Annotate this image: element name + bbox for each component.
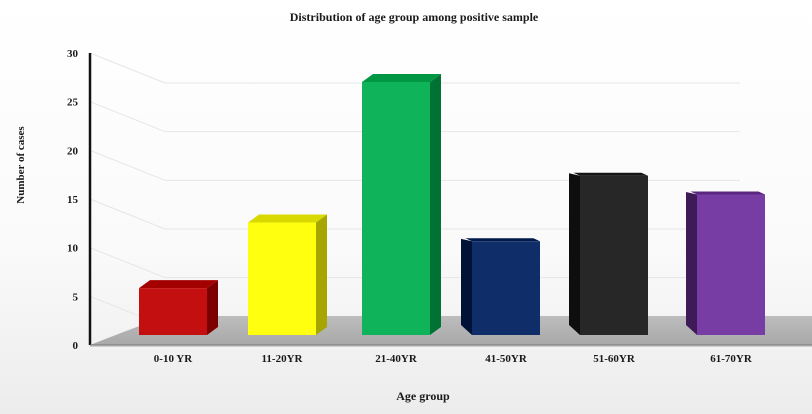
- x-tick-label: 41-50YR: [485, 353, 528, 365]
- bar-highlight: [697, 194, 765, 335]
- gridline-diagonal: [89, 101, 166, 133]
- bar: [362, 74, 441, 335]
- bar-front: [472, 241, 540, 335]
- x-tick-label: 51-60YR: [593, 353, 636, 365]
- bar: [569, 172, 648, 335]
- bar: [248, 214, 327, 335]
- bar-top: [690, 191, 765, 195]
- bar-highlight: [472, 241, 540, 335]
- chart-title: Distribution of age group among positive…: [290, 10, 539, 24]
- y-tick-labels: 0 5 10 15 20 25 30: [67, 48, 79, 352]
- bar-front: [697, 194, 765, 335]
- y-tick-label: 20: [67, 145, 79, 157]
- bar-side: [207, 280, 218, 335]
- bar-side: [569, 173, 580, 335]
- bar-side: [316, 214, 327, 335]
- y-tick-label: 30: [67, 48, 79, 60]
- y-tick-label: 5: [73, 291, 79, 303]
- bar-front: [580, 175, 648, 335]
- x-tick-labels: 0-10 YR 11-20YR 21-40YR 41-50YR 51-60YR 61-70…: [154, 353, 753, 365]
- bar-top: [248, 214, 327, 223]
- bar: [139, 280, 218, 335]
- y-tick-label: 10: [67, 243, 79, 255]
- gridline-diagonal: [89, 52, 166, 84]
- bar-top: [573, 172, 648, 176]
- bar-side: [686, 192, 697, 335]
- y-axis-label: Number of cases: [15, 126, 27, 204]
- bars-group: [139, 74, 765, 335]
- gridline-diagonal: [89, 198, 166, 230]
- bar: [461, 238, 540, 335]
- bar-top: [465, 238, 540, 242]
- x-tick-label: 21-40YR: [375, 353, 418, 365]
- x-tick-label: 11-20YR: [262, 353, 304, 365]
- bar-highlight: [139, 288, 207, 335]
- bar-side: [461, 238, 472, 335]
- gridline-diagonal: [89, 149, 166, 181]
- bar-highlight: [248, 222, 316, 335]
- x-tick-label: 61-70YR: [710, 353, 753, 365]
- y-tick-label: 0: [73, 340, 79, 352]
- x-tick-label: 0-10 YR: [154, 353, 193, 365]
- bar-top: [139, 280, 218, 289]
- bar-highlight: [362, 82, 430, 335]
- bar-front: [362, 82, 430, 335]
- bar-front: [248, 222, 316, 335]
- bar-top: [362, 74, 441, 82]
- bar-side: [430, 74, 441, 335]
- x-axis-label: Age group: [396, 389, 450, 403]
- bar-highlight: [580, 175, 648, 335]
- bar: [686, 191, 765, 335]
- axes-group: [88, 53, 812, 346]
- y-tick-label: 15: [67, 194, 79, 206]
- gridline-diagonal: [89, 247, 166, 279]
- bar-front: [139, 288, 207, 335]
- y-tick-label: 25: [67, 97, 79, 109]
